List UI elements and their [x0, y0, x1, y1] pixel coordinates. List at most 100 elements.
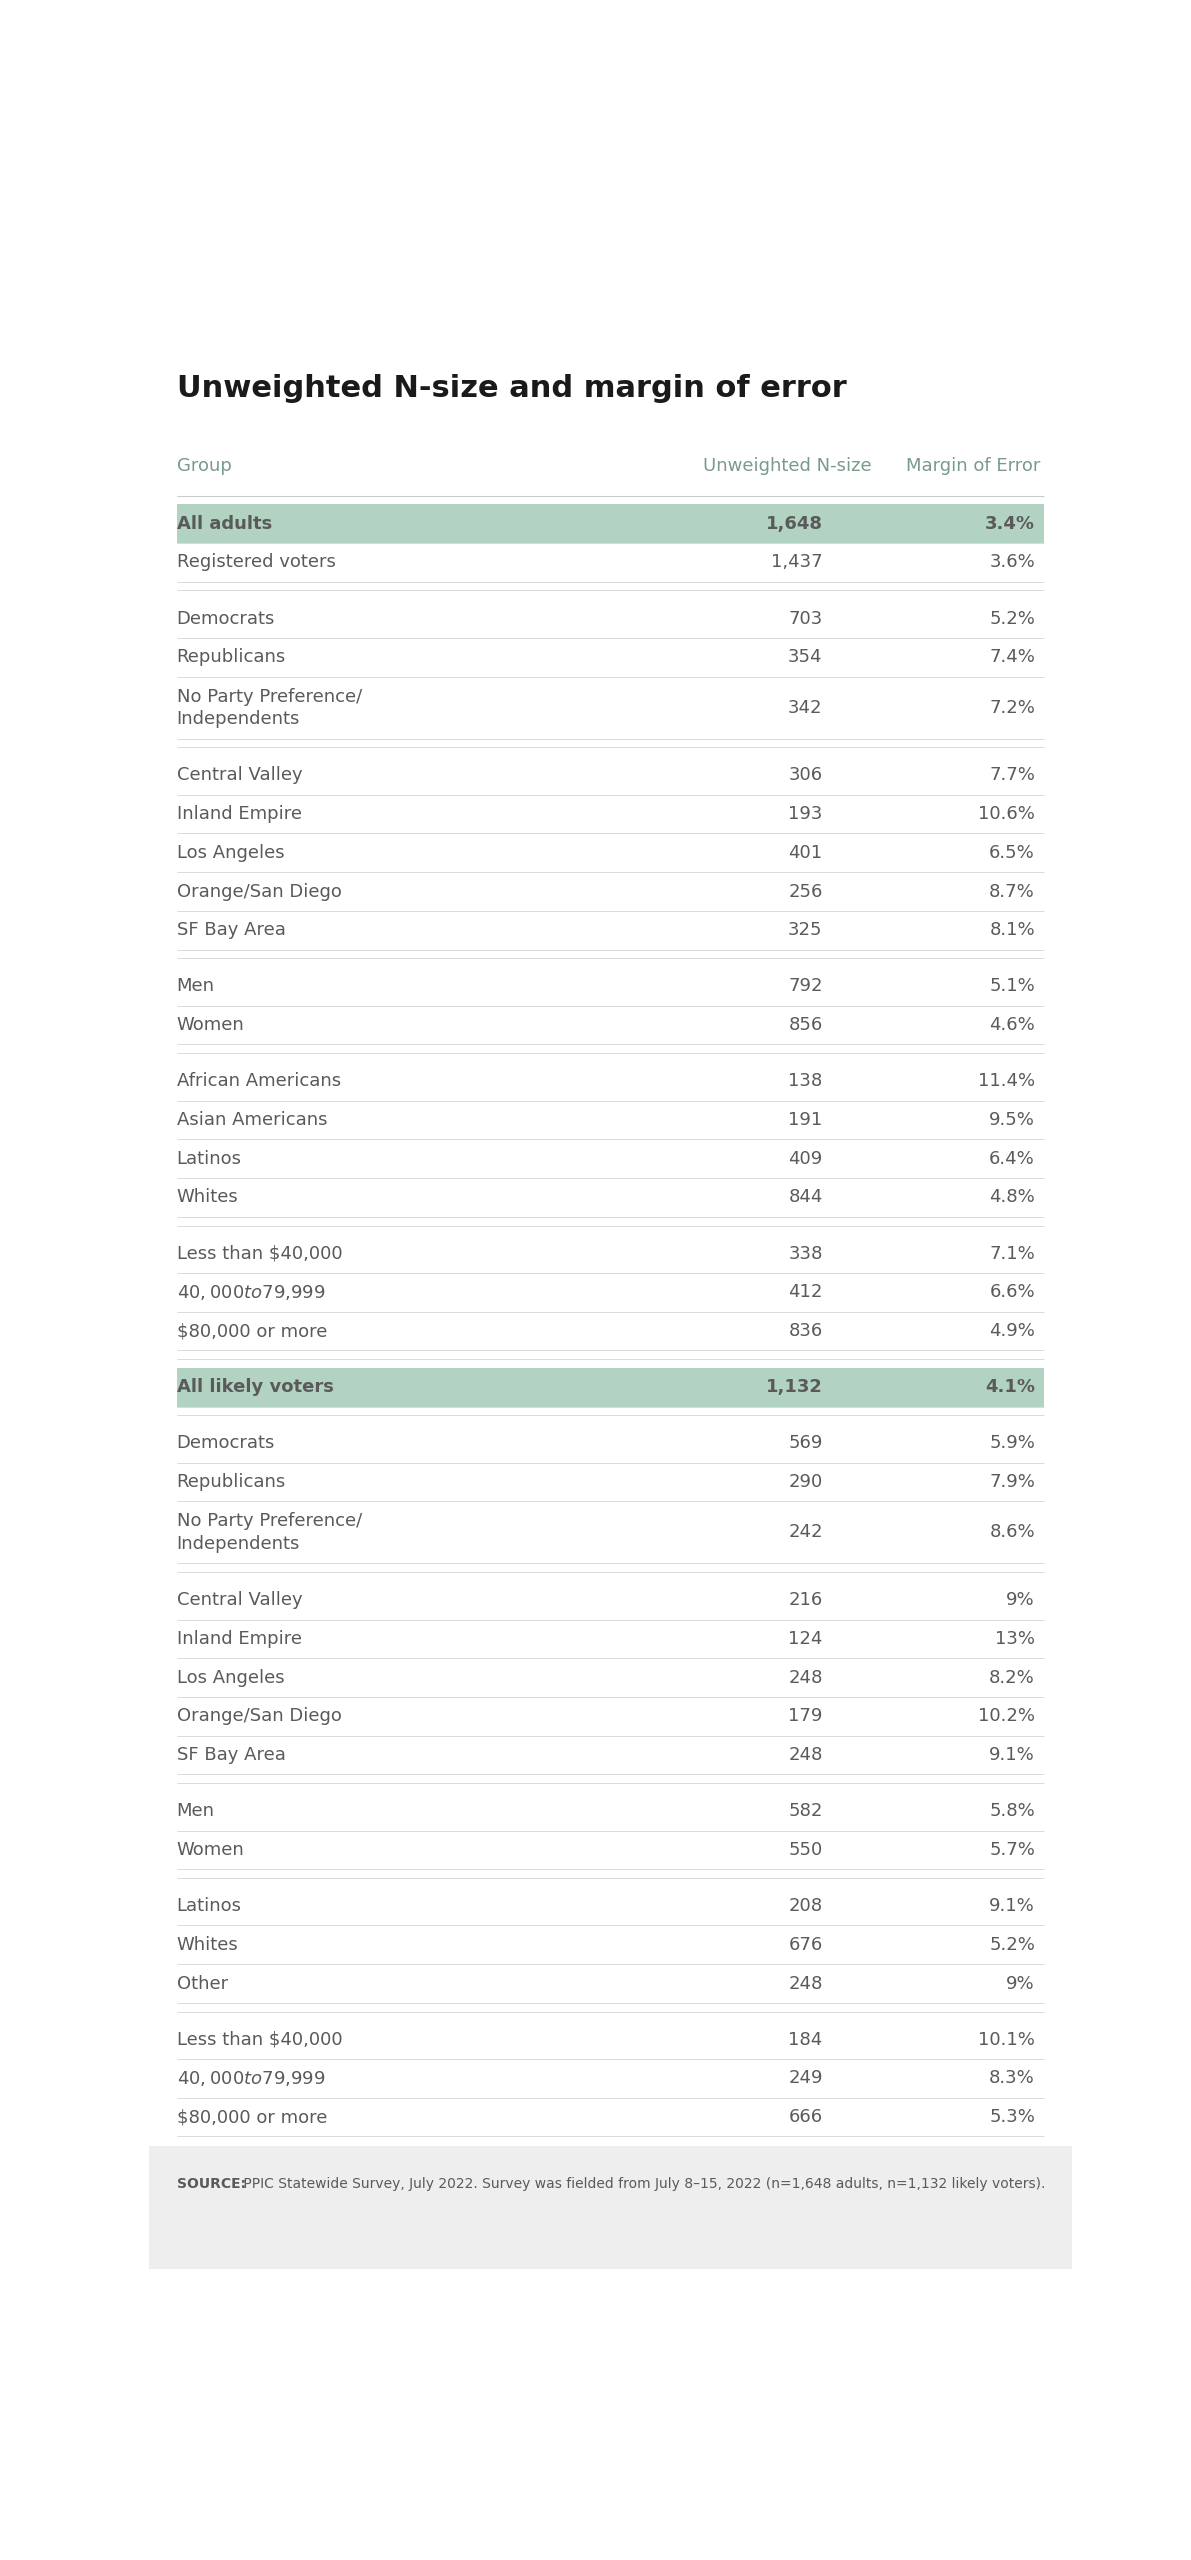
Text: 191: 191: [788, 1111, 823, 1129]
Text: Latinos: Latinos: [176, 1149, 242, 1167]
Text: 5.9%: 5.9%: [989, 1434, 1035, 1452]
Text: Less than $40,000: Less than $40,000: [176, 2030, 342, 2048]
Text: All adults: All adults: [176, 515, 272, 532]
Text: 8.6%: 8.6%: [990, 1523, 1035, 1541]
Text: 844: 844: [788, 1188, 823, 1206]
Text: SF Bay Area: SF Bay Area: [176, 922, 286, 940]
Text: 3.6%: 3.6%: [990, 553, 1035, 571]
Text: 6.4%: 6.4%: [990, 1149, 1035, 1167]
Text: Women: Women: [176, 1016, 244, 1034]
Text: No Party Preference/
Independents: No Party Preference/ Independents: [176, 1513, 362, 1551]
Text: 836: 836: [788, 1321, 823, 1339]
Text: No Party Preference/
Independents: No Party Preference/ Independents: [176, 689, 362, 727]
Text: Group: Group: [176, 458, 231, 476]
Text: 3.4%: 3.4%: [985, 515, 1035, 532]
Bar: [176, 504, 1045, 543]
Text: 256: 256: [788, 883, 823, 901]
Text: 138: 138: [788, 1073, 823, 1091]
Text: 248: 248: [788, 1746, 823, 1764]
Text: 9.5%: 9.5%: [989, 1111, 1035, 1129]
Text: 9.1%: 9.1%: [990, 1897, 1035, 1915]
Text: 10.2%: 10.2%: [978, 1708, 1035, 1725]
Text: Unweighted N-size: Unweighted N-size: [703, 458, 872, 476]
Text: 249: 249: [788, 2068, 823, 2086]
Text: 5.7%: 5.7%: [989, 1841, 1035, 1859]
Text: 4.6%: 4.6%: [990, 1016, 1035, 1034]
Text: 10.1%: 10.1%: [978, 2030, 1035, 2048]
Text: 290: 290: [788, 1472, 823, 1490]
Text: Republicans: Republicans: [176, 648, 286, 666]
Text: 4.1%: 4.1%: [985, 1377, 1035, 1395]
Text: $80,000 or more: $80,000 or more: [176, 1321, 328, 1339]
Text: Whites: Whites: [176, 1935, 238, 1953]
Text: 5.8%: 5.8%: [990, 1802, 1035, 1820]
Text: 216: 216: [788, 1592, 823, 1610]
Text: 7.9%: 7.9%: [989, 1472, 1035, 1490]
Text: Democrats: Democrats: [176, 1434, 275, 1452]
Text: 792: 792: [788, 978, 823, 996]
Text: 856: 856: [788, 1016, 823, 1034]
Text: 582: 582: [788, 1802, 823, 1820]
Text: 412: 412: [788, 1283, 823, 1300]
Text: 13%: 13%: [994, 1631, 1035, 1649]
Text: 550: 550: [788, 1841, 823, 1859]
Text: 569: 569: [788, 1434, 823, 1452]
Text: Los Angeles: Los Angeles: [176, 845, 285, 863]
Text: Inland Empire: Inland Empire: [176, 804, 301, 824]
Text: 703: 703: [788, 609, 823, 627]
Text: 676: 676: [788, 1935, 823, 1953]
Text: 5.1%: 5.1%: [990, 978, 1035, 996]
Text: Central Valley: Central Valley: [176, 765, 303, 783]
Text: 9.1%: 9.1%: [990, 1746, 1035, 1764]
Text: 8.1%: 8.1%: [990, 922, 1035, 940]
Text: Whites: Whites: [176, 1188, 238, 1206]
Text: SF Bay Area: SF Bay Area: [176, 1746, 286, 1764]
Text: Latinos: Latinos: [176, 1897, 242, 1915]
Text: Less than $40,000: Less than $40,000: [176, 1244, 342, 1262]
Text: $40,000 to $79,999: $40,000 to $79,999: [176, 2068, 325, 2089]
Text: All likely voters: All likely voters: [176, 1377, 333, 1395]
Text: Democrats: Democrats: [176, 609, 275, 627]
Text: 306: 306: [788, 765, 823, 783]
Text: 193: 193: [788, 804, 823, 824]
Text: Inland Empire: Inland Empire: [176, 1631, 301, 1649]
Text: 409: 409: [788, 1149, 823, 1167]
Text: Los Angeles: Los Angeles: [176, 1669, 285, 1687]
Bar: [176, 1367, 1045, 1405]
Text: 9%: 9%: [1006, 1974, 1035, 1992]
Text: 7.4%: 7.4%: [989, 648, 1035, 666]
Bar: [149, 2145, 1072, 2268]
Text: 179: 179: [788, 1708, 823, 1725]
Text: Unweighted N-size and margin of error: Unweighted N-size and margin of error: [176, 374, 847, 404]
Text: 1,437: 1,437: [771, 553, 823, 571]
Text: Orange/San Diego: Orange/San Diego: [176, 883, 342, 901]
Text: 4.9%: 4.9%: [989, 1321, 1035, 1339]
Text: 4.8%: 4.8%: [990, 1188, 1035, 1206]
Text: 338: 338: [788, 1244, 823, 1262]
Text: Republicans: Republicans: [176, 1472, 286, 1490]
Text: 1,648: 1,648: [766, 515, 823, 532]
Text: 124: 124: [788, 1631, 823, 1649]
Text: African Americans: African Americans: [176, 1073, 341, 1091]
Text: 7.7%: 7.7%: [989, 765, 1035, 783]
Text: 401: 401: [788, 845, 823, 863]
Text: 666: 666: [788, 2107, 823, 2127]
Text: 354: 354: [788, 648, 823, 666]
Text: Other: Other: [176, 1974, 227, 1992]
Text: 7.2%: 7.2%: [989, 699, 1035, 717]
Text: 248: 248: [788, 1974, 823, 1992]
Text: Margin of Error: Margin of Error: [905, 458, 1040, 476]
Text: 8.7%: 8.7%: [990, 883, 1035, 901]
Text: 184: 184: [788, 2030, 823, 2048]
Text: 6.6%: 6.6%: [990, 1283, 1035, 1300]
Text: PPIC Statewide Survey, July 2022. Survey was fielded from July 8–15, 2022 (n=1,6: PPIC Statewide Survey, July 2022. Survey…: [239, 2176, 1046, 2191]
Text: 5.2%: 5.2%: [989, 1935, 1035, 1953]
Text: 325: 325: [788, 922, 823, 940]
Text: 342: 342: [788, 699, 823, 717]
Text: 6.5%: 6.5%: [990, 845, 1035, 863]
Text: 8.3%: 8.3%: [990, 2068, 1035, 2086]
Text: 5.2%: 5.2%: [989, 609, 1035, 627]
Text: 8.2%: 8.2%: [990, 1669, 1035, 1687]
Text: 1,132: 1,132: [766, 1377, 823, 1395]
Text: 9%: 9%: [1006, 1592, 1035, 1610]
